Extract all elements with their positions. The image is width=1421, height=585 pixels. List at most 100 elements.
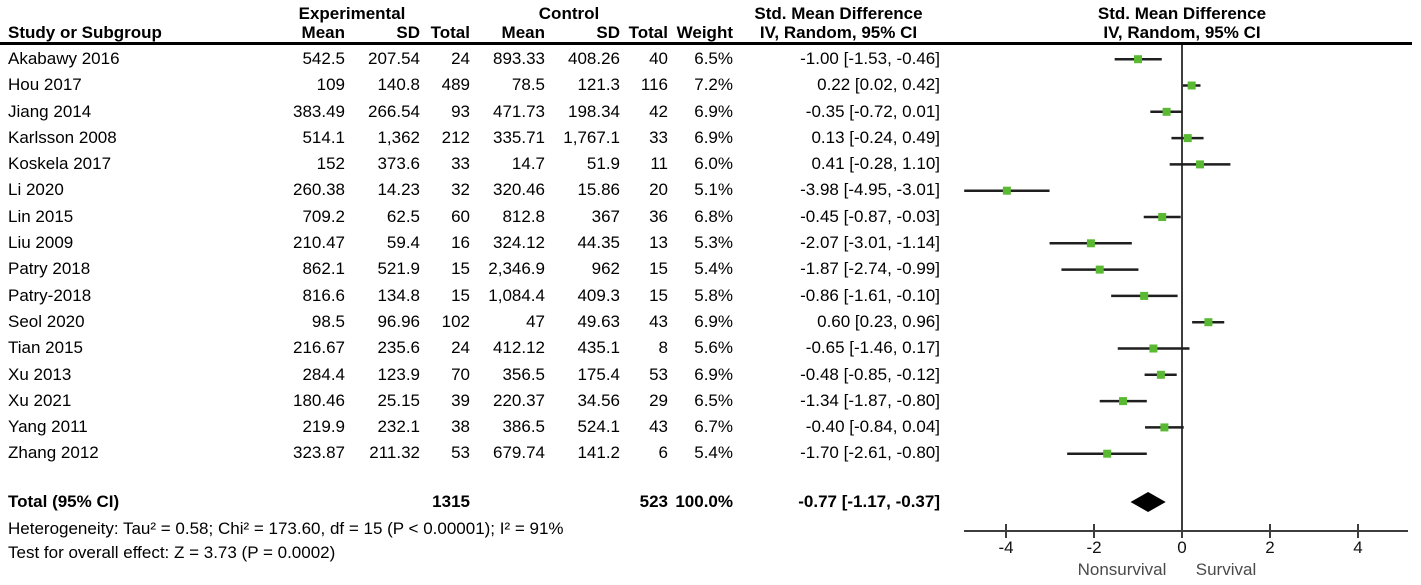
col-header-ci: IV, Random, 95% CI: [759, 23, 918, 42]
total-smd-ci: -0.77 [-1.17, -0.37]: [798, 492, 940, 511]
exp-total: 93: [451, 101, 470, 121]
ctrl-mean: 1,084.4: [488, 285, 545, 305]
weight: 5.3%: [694, 233, 733, 253]
study-name: Hou 2017: [8, 75, 82, 95]
exp-sd: 211.32: [369, 443, 420, 463]
smd-ci: -0.45 [-0.87, -0.03]: [800, 206, 940, 226]
study-name: Karlsson 2008: [8, 127, 117, 147]
exp-total: 24: [451, 49, 470, 68]
col-header-ctrl-total: Total: [628, 23, 668, 42]
col-header-ctrl-sd: SD: [596, 23, 620, 42]
group-header-smd-plot: Std. Mean Difference: [1097, 4, 1267, 23]
total-weight: 100.0%: [675, 492, 733, 511]
table-row: Zhang 2012 323.87 211.32 53 679.74 141.2 6 5.4%…: [0, 440, 942, 466]
exp-sd: 59.4: [386, 233, 420, 253]
exp-mean: 383.49: [293, 101, 345, 121]
col-header-weight: Weight: [676, 23, 733, 42]
smd-ci: -1.00 [-1.53, -0.46]: [800, 49, 940, 68]
exp-sd: 140.8: [377, 75, 420, 95]
x-tick-label: 4: [1353, 538, 1362, 557]
col-header-exp-mean: Mean: [301, 23, 345, 42]
exp-sd: 25.15: [377, 390, 420, 410]
axis-label-survival: Survival: [1196, 560, 1256, 579]
ctrl-sd: 34.56: [577, 390, 620, 410]
ctrl-sd: 524.1: [577, 417, 620, 437]
exp-total: 15: [451, 259, 470, 279]
exp-total: 15: [451, 285, 470, 305]
col-header-study: Study or Subgroup: [8, 23, 162, 42]
exp-sd: 96.96: [377, 311, 420, 331]
table-row: Liu 2009 210.47 59.4 16 324.12 44.35 13 5.3% -2.…: [0, 230, 942, 256]
pooled-effect-diamond: [1130, 492, 1166, 512]
effect-marker: [1196, 160, 1205, 169]
ctrl-total: 15: [649, 285, 668, 305]
ctrl-total: 29: [649, 390, 668, 410]
study-name: Tian 2015: [8, 338, 83, 358]
ctrl-total: 20: [649, 180, 668, 200]
weight: 6.9%: [694, 364, 733, 384]
total-ctrl-n: 523: [639, 492, 668, 511]
effect-marker: [1187, 81, 1196, 90]
study-name: Patry-2018: [8, 285, 92, 305]
ctrl-total: 11: [650, 154, 668, 174]
ctrl-sd: 408.26: [568, 49, 620, 68]
effect-marker: [1204, 318, 1213, 327]
exp-total: 24: [451, 338, 470, 358]
group-header-control: Control: [538, 4, 600, 23]
ctrl-sd: 1,767.1: [563, 127, 620, 147]
study-name: Xu 2013: [8, 364, 72, 384]
weight: 6.9%: [694, 101, 733, 121]
table-row: Koskela 2017 152 373.6 33 14.7 51.9 11 6.0% 0.41…: [0, 151, 942, 177]
x-tick-label: 2: [1265, 538, 1274, 557]
ctrl-sd: 44.35: [577, 233, 620, 253]
weight: 5.1%: [694, 180, 733, 200]
ctrl-mean: 893.33: [493, 49, 545, 68]
effect-marker: [1140, 291, 1149, 300]
weight: 7.2%: [694, 75, 733, 95]
x-tick-label: -2: [1086, 538, 1101, 557]
weight: 6.7%: [694, 417, 733, 437]
group-header-smd-values: Std. Mean Difference: [754, 4, 923, 23]
weight: 6.5%: [694, 390, 733, 410]
ctrl-mean: 47: [526, 311, 545, 331]
exp-total: 212: [441, 127, 470, 147]
study-name: Lin 2015: [8, 206, 74, 226]
exp-mean: 709.2: [302, 206, 345, 226]
smd-ci: -1.34 [-1.87, -0.80]: [800, 390, 940, 410]
exp-mean: 180.46: [293, 390, 345, 410]
smd-ci: -0.86 [-1.61, -0.10]: [800, 285, 940, 305]
exp-mean: 514.1: [302, 127, 345, 147]
weight: 6.9%: [694, 311, 733, 331]
ctrl-mean: 412.12: [493, 338, 545, 358]
ctrl-sd: 49.63: [577, 311, 620, 331]
ctrl-mean: 356.5: [502, 364, 545, 384]
effect-marker: [1156, 370, 1165, 379]
x-tick-label: -4: [998, 538, 1013, 557]
total-row: Total (95% CI) 1315 523 100.0% -0.77 [-1…: [0, 489, 942, 515]
smd-ci: -1.70 [-2.61, -0.80]: [800, 443, 940, 463]
table-row: Akabawy 2016 542.5 207.54 24 893.33 408.26 40 6…: [0, 46, 942, 72]
smd-ci: 0.60 [0.23, 0.96]: [817, 311, 940, 331]
ctrl-total: 116: [640, 75, 668, 95]
smd-ci: -2.07 [-3.01, -1.14]: [800, 233, 940, 253]
smd-ci: 0.13 [-0.24, 0.49]: [811, 127, 940, 147]
exp-mean: 284.4: [302, 364, 345, 384]
smd-ci: -0.35 [-0.72, 0.01]: [805, 101, 940, 121]
ctrl-mean: 220.37: [493, 390, 545, 410]
exp-sd: 266.54: [368, 101, 420, 121]
table-row: Xu 2021 180.46 25.15 39 220.37 34.56 29 6.5% -1.…: [0, 388, 942, 414]
exp-total: 60: [451, 206, 470, 226]
smd-ci: -1.87 [-2.74, -0.99]: [800, 259, 940, 279]
exp-sd: 62.5: [386, 206, 420, 226]
weight: 6.0%: [694, 154, 733, 174]
col-header-ci-plot: IV, Random, 95% CI: [1103, 23, 1261, 42]
exp-mean: 260.38: [293, 180, 345, 200]
table-row: Li 2020 260.38 14.23 32 320.46 15.86 20 5.1% -3.…: [0, 177, 942, 203]
heterogeneity-stats: Heterogeneity: Tau² = 0.58; Chi² = 173.6…: [8, 519, 564, 538]
ctrl-total: 43: [649, 311, 668, 331]
weight: 6.5%: [694, 49, 733, 68]
effect-marker: [1162, 107, 1171, 116]
exp-mean: 323.87: [293, 443, 345, 463]
total-label: Total (95% CI): [8, 492, 120, 511]
weight: 5.4%: [694, 259, 733, 279]
